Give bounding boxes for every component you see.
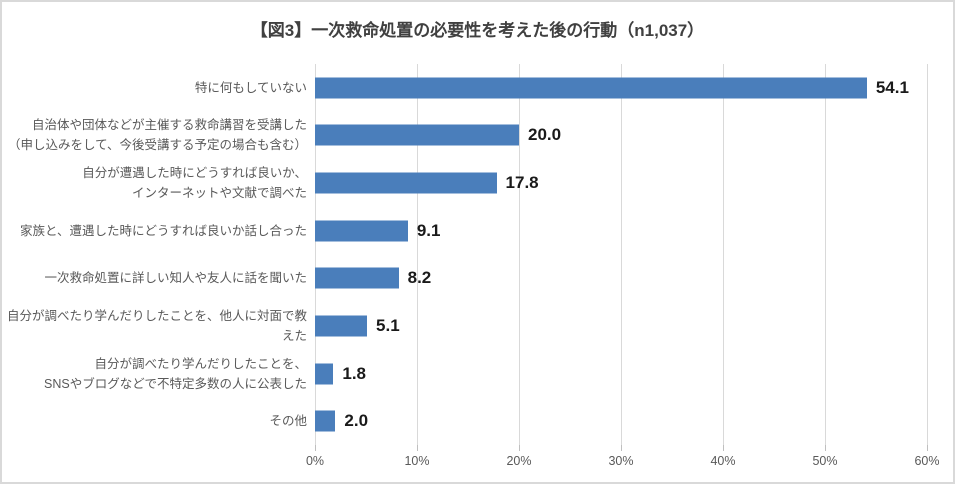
axis-tick — [417, 445, 418, 451]
gridline — [927, 64, 928, 445]
value-label: 9.1 — [416, 220, 441, 240]
bar-row: 自分が調べたり学んだりしたことを、 SNSやブログなどで不特定多数の人に公表した… — [2, 350, 953, 398]
bar-row: 自分が調べたり学んだりしたことを、他人に対面で教えた 5.1 — [2, 302, 953, 350]
bar — [315, 77, 867, 99]
category-label: 自分が調べたり学んだりしたことを、他人に対面で教えた — [6, 308, 307, 343]
category-label: 自治体や団体などが主催する救命講習を受講した （申し込みをして、今後受講する予定… — [7, 118, 307, 153]
gridline — [519, 64, 520, 445]
axis-tick — [723, 445, 724, 451]
plot-area: 特に何もしていない 54.1 自治体や団体などが主催する救命講習を受講した （申し込… — [2, 64, 953, 451]
x-axis-tick-label: 50% — [812, 454, 838, 468]
x-axis-tick-label: 60% — [914, 454, 940, 468]
bar — [315, 363, 334, 385]
bar-row: 自治体や団体などが主催する救命講習を受講した （申し込みをして、今後受講する予定… — [2, 112, 953, 160]
bar — [315, 410, 336, 432]
value-label: 54.1 — [875, 77, 909, 97]
value-label: 20.0 — [528, 125, 562, 145]
axis-tick — [315, 445, 316, 451]
gridline — [825, 64, 826, 445]
bar-row: その他 2.0 — [2, 397, 953, 445]
bar-row: 家族と、遭遇した時にどうすれば良いか話し合った 9.1 — [2, 207, 953, 255]
axis-tick — [825, 445, 826, 451]
category-label: 自分が調べたり学んだりしたことを、 SNSやブログなどで不特定多数の人に公表した — [44, 356, 307, 391]
x-axis-tick-label: 20% — [506, 454, 532, 468]
bar — [315, 172, 497, 194]
axis-tick — [519, 445, 520, 451]
gridline — [621, 64, 622, 445]
category-label: 自分が遭遇した時にどうすれば良いか、 インターネットや文献で調べた — [82, 166, 307, 201]
x-axis-tick-label: 0% — [305, 454, 325, 468]
value-label: 1.8 — [342, 363, 366, 383]
gridline — [315, 64, 316, 445]
axis-tick — [621, 445, 622, 451]
category-label: 特に何もしていない — [194, 80, 307, 95]
bar — [315, 124, 519, 146]
category-label: 一次救命処置に詳しい知人や友人に話を聞いた — [44, 271, 307, 286]
bar-row: 一次救命処置に詳しい知人や友人に話を聞いた 8.2 — [2, 255, 953, 303]
gridline — [417, 64, 418, 445]
chart-title: 【図3】一次救命処置の必要性を考えた後の行動（n1,037） — [250, 21, 705, 40]
axis-tick — [927, 445, 928, 451]
value-label: 5.1 — [376, 315, 400, 335]
category-label: 家族と、遭遇した時にどうすれば良いか話し合った — [19, 223, 307, 238]
value-label: 17.8 — [505, 173, 539, 193]
value-label: 8.2 — [407, 268, 432, 288]
x-axis-tick-label: 10% — [404, 454, 430, 468]
category-label: その他 — [269, 414, 307, 429]
bar — [315, 220, 408, 242]
x-axis-tick-label: 30% — [608, 454, 634, 468]
bar — [315, 315, 368, 337]
gridline — [723, 64, 724, 445]
bar — [315, 267, 399, 289]
value-label: 2.0 — [344, 411, 369, 431]
bar-row: 特に何もしていない 54.1 — [2, 64, 953, 112]
bar-row: 自分が遭遇した時にどうすれば良いか、 インターネットや文献で調べた 17.8 — [2, 159, 953, 207]
x-axis-tick-label: 40% — [710, 454, 736, 468]
